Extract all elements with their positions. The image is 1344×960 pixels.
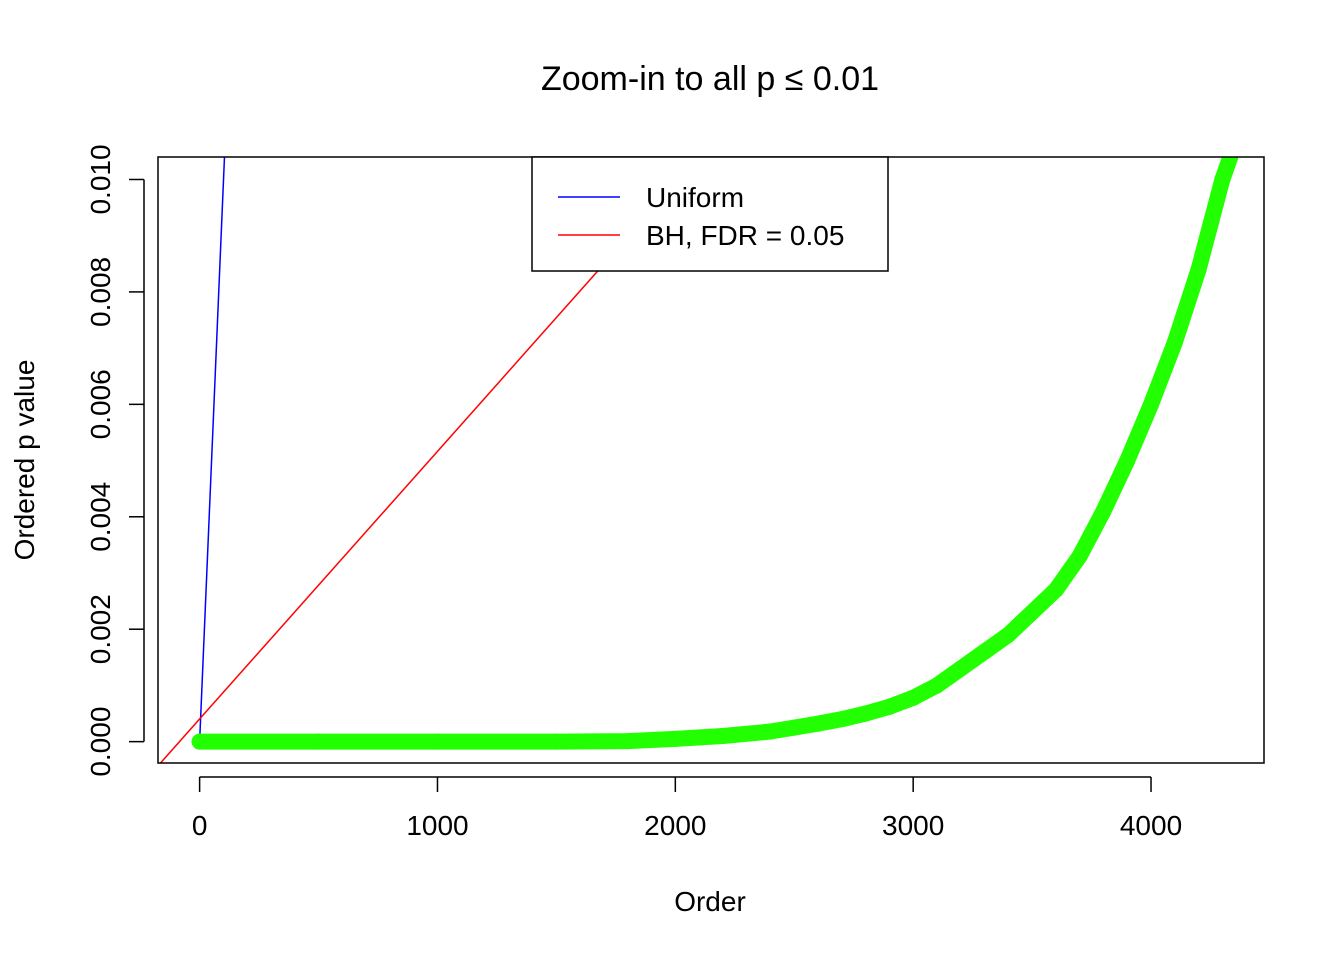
x-tick-label: 3000	[882, 810, 944, 841]
data-point	[1024, 604, 1041, 621]
legend-label-bh: BH, FDR = 0.05	[646, 220, 844, 251]
y-tick-label: 0.008	[85, 257, 116, 327]
data-point	[1202, 216, 1219, 233]
reference-line-bh-fdr-0-05	[159, 268, 600, 763]
data-point	[1047, 581, 1064, 598]
legend-box	[531, 156, 889, 272]
data-point	[1214, 171, 1231, 188]
data-point	[905, 689, 922, 706]
x-axis-title: Order	[674, 886, 746, 917]
legend: Uniform BH, FDR = 0.05	[531, 156, 889, 272]
x-tick-label: 2000	[644, 810, 706, 841]
data-point	[548, 733, 565, 750]
data-point	[1190, 261, 1207, 278]
data-point	[1000, 626, 1017, 643]
y-tick-label: 0.000	[85, 707, 116, 777]
x-tick-label: 0	[192, 810, 208, 841]
data-point	[833, 711, 850, 728]
y-tick-label: 0.010	[85, 144, 116, 214]
y-tick-label: 0.004	[85, 482, 116, 552]
data-point	[976, 643, 993, 660]
x-tick-label: 4000	[1120, 810, 1182, 841]
data-point	[786, 719, 803, 736]
data-point	[1119, 452, 1136, 469]
data-point	[619, 733, 636, 750]
data-point	[714, 728, 731, 745]
data-point	[928, 677, 945, 694]
data-point	[1143, 396, 1160, 413]
y-axis-title: Ordered p value	[9, 360, 40, 561]
data-point	[429, 733, 446, 750]
data-point	[810, 715, 827, 732]
legend-label-uniform: Uniform	[646, 182, 744, 213]
data-point	[667, 730, 684, 747]
reference-line-uniform	[198, 157, 226, 742]
data-point	[952, 660, 969, 677]
data-point	[1095, 503, 1112, 520]
y-tick-label: 0.002	[85, 594, 116, 664]
data-point	[762, 723, 779, 740]
data-point	[881, 698, 898, 715]
data-point	[310, 733, 327, 750]
data-point	[1071, 548, 1088, 565]
chart-title: Zoom-in to all p ≤ 0.01	[541, 60, 879, 98]
y-tick-label: 0.006	[85, 369, 116, 439]
data-point	[191, 733, 208, 750]
x-tick-label: 1000	[406, 810, 468, 841]
data-point	[857, 705, 874, 722]
data-point	[1166, 334, 1183, 351]
data-point	[1226, 138, 1242, 154]
